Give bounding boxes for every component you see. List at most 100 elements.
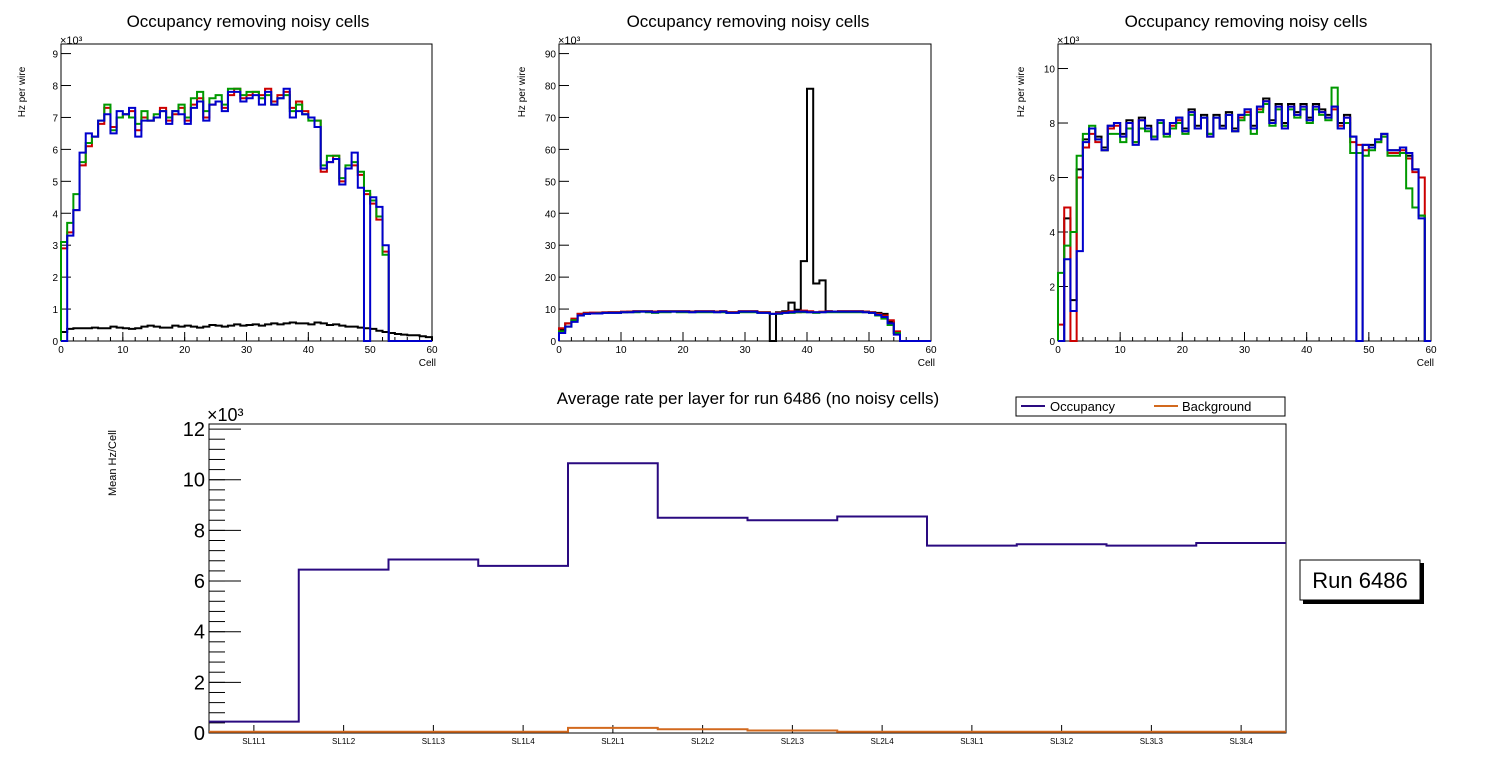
y-exponent: ×10³ xyxy=(60,35,83,47)
plot-frame xyxy=(558,43,932,342)
y-tick-label: 6 xyxy=(194,571,205,593)
x-tick-label: 10 xyxy=(1115,345,1127,356)
y-tick-label: 9 xyxy=(52,50,58,61)
x-tick-label: 30 xyxy=(739,345,751,356)
x-tick-label: 20 xyxy=(1177,345,1189,356)
x-tick-label: 40 xyxy=(1301,345,1313,356)
x-tick-label: 50 xyxy=(1363,345,1375,356)
chart-bottom: Average rate per layer for run 6486 (no … xyxy=(107,389,1424,746)
legend: Occupancy Background xyxy=(1015,396,1286,417)
y-tick-label: 3 xyxy=(52,241,58,252)
plot-area: 0 10 20 30 40 50 60 0 2 4 6 8 10 xyxy=(1044,43,1437,356)
y-tick-label: 20 xyxy=(545,273,557,284)
y-axis-label: Hz per wire xyxy=(17,66,28,117)
run-label-frame xyxy=(1299,559,1421,601)
series-line-black xyxy=(558,87,931,342)
x-category-label: SL2L4 xyxy=(871,737,895,746)
x-tick-label: 60 xyxy=(426,345,438,356)
x-tick-label: 20 xyxy=(179,345,191,356)
series-line-blue xyxy=(558,310,931,342)
y-tick-label: 80 xyxy=(545,82,557,93)
y-tick-label: 0 xyxy=(52,337,58,348)
y-exponent: ×10³ xyxy=(558,35,581,47)
y-tick-label: 10 xyxy=(183,470,205,492)
x-tick-label: 30 xyxy=(1239,345,1251,356)
plot-frame xyxy=(1057,43,1432,342)
y-tick-label: 2 xyxy=(52,273,58,284)
y-tick-label: 4 xyxy=(1049,228,1055,239)
chart-top-left: Occupancy removing noisy cells Hz per wi… xyxy=(17,12,438,369)
y-axis-label: Hz per wire xyxy=(517,66,528,117)
plot-area: 0 10 20 30 40 50 60 0 10 20 30 40 50 60 70 80 90 xyxy=(545,43,937,356)
y-tick-label: 5 xyxy=(52,177,58,188)
x-category-label: SL3L1 xyxy=(960,737,984,746)
x-tick-label: 0 xyxy=(1055,345,1061,356)
chart-title: Occupancy removing noisy cells xyxy=(627,12,870,31)
x-axis-label: Cell xyxy=(419,358,436,369)
series-line-occupancy xyxy=(209,462,1286,723)
x-axis-label: Cell xyxy=(918,358,935,369)
x-tick-label: 40 xyxy=(303,345,315,356)
legend-box xyxy=(1015,396,1286,417)
y-tick-label: 4 xyxy=(52,209,58,220)
x-category-label: SL3L2 xyxy=(1050,737,1074,746)
series-line-blue xyxy=(1058,100,1431,342)
x-tick-label: 60 xyxy=(925,345,937,356)
y-tick-label: 70 xyxy=(545,113,557,124)
y-tick-label: 4 xyxy=(194,622,205,644)
x-tick-label: 0 xyxy=(556,345,562,356)
x-axis-label: Cell xyxy=(1417,358,1434,369)
y-tick-label: 8 xyxy=(194,520,205,542)
y-axis-label: Mean Hz/Cell xyxy=(107,430,119,496)
x-category-label: SL2L3 xyxy=(781,737,805,746)
plot-frame xyxy=(60,43,433,342)
x-category-label: SL1L2 xyxy=(332,737,356,746)
x-tick-label: 30 xyxy=(241,345,253,356)
y-tick-label: 50 xyxy=(545,177,557,188)
chart-top-right: Occupancy removing noisy cells Hz per wi… xyxy=(1016,12,1437,369)
y-tick-label: 12 xyxy=(183,419,205,441)
x-category-label: SL1L1 xyxy=(242,737,266,746)
x-category-label: SL2L1 xyxy=(601,737,625,746)
y-tick-label: 0 xyxy=(550,337,556,348)
series-line-green xyxy=(1057,86,1431,342)
run-label-box: Run 6486 xyxy=(1299,559,1424,604)
plot-area: 0 2 4 6 8 10 12 SL1L1 SL1L2 SL1L3 SL1L4 SL2L1 SL2L2 S… xyxy=(183,419,1287,746)
chart-title: Occupancy removing noisy cells xyxy=(127,12,370,31)
y-tick-label: 0 xyxy=(1049,337,1055,348)
y-tick-label: 0 xyxy=(194,723,205,745)
chart-top-middle: Occupancy removing noisy cells Hz per wi… xyxy=(517,12,937,369)
y-axis-label: Hz per wire xyxy=(1016,66,1027,117)
run-label: Run 6486 xyxy=(1312,568,1407,593)
series-line-red xyxy=(1057,100,1431,342)
y-tick-label: 30 xyxy=(545,241,557,252)
y-tick-label: 6 xyxy=(1049,174,1055,185)
y-tick-label: 8 xyxy=(52,82,58,93)
x-category-label: SL2L2 xyxy=(691,737,715,746)
x-tick-label: 10 xyxy=(615,345,627,356)
x-tick-label: 0 xyxy=(58,345,64,356)
x-tick-label: 40 xyxy=(801,345,813,356)
y-tick-label: 1 xyxy=(52,305,58,316)
plot-frame xyxy=(208,423,1287,734)
chart-title: Average rate per layer for run 6486 (no … xyxy=(557,389,939,408)
legend-label-occupancy: Occupancy xyxy=(1050,399,1116,414)
x-category-label: SL3L3 xyxy=(1140,737,1164,746)
x-category-label: SL3L4 xyxy=(1230,737,1254,746)
x-category-label: SL1L4 xyxy=(512,737,536,746)
y-tick-label: 10 xyxy=(545,305,557,316)
x-category-label: SL1L3 xyxy=(422,737,446,746)
y-tick-label: 2 xyxy=(1049,283,1055,294)
x-tick-label: 50 xyxy=(365,345,377,356)
y-tick-label: 10 xyxy=(1044,65,1056,76)
legend-label-background: Background xyxy=(1182,399,1251,414)
x-tick-label: 10 xyxy=(117,345,129,356)
x-tick-label: 60 xyxy=(1425,345,1437,356)
y-tick-label: 90 xyxy=(545,50,557,61)
series-line-background xyxy=(209,726,1286,733)
y-exponent: ×10³ xyxy=(1057,35,1080,47)
y-tick-label: 6 xyxy=(52,145,58,156)
chart-title: Occupancy removing noisy cells xyxy=(1125,12,1368,31)
y-tick-label: 60 xyxy=(545,145,557,156)
